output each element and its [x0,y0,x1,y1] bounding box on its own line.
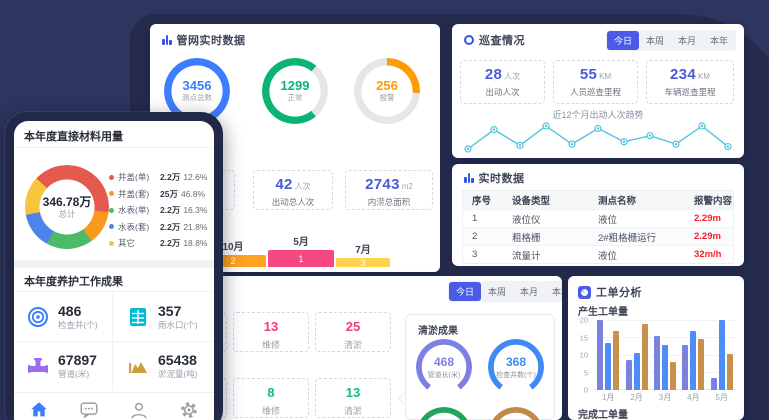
material-usage-donut: 346.78万 总计 [25,165,109,249]
kpi-value: 1299 [280,78,310,94]
tab-today[interactable]: 今日 [606,31,639,50]
phone-mockup: 本年度直接材料用量 346.78万 总计 井盖(单) 2.2万 12.6% [5,112,223,420]
tab-today[interactable]: 今日 [449,282,482,301]
patrol-time-tabs: 今日 本周 本月 本年 [605,30,736,51]
stat-sludge: 65438 淤泥量(吨) [114,342,210,390]
tab-year[interactable]: 本年 [709,36,728,46]
stat-box-person-km: 55 KM 人员巡查里程 [553,60,638,104]
kpi-label: 报警 [379,93,395,103]
legend-dot [109,224,114,229]
material-panel-title: 本年度直接材料用量 [24,131,123,143]
stat-box-repair-2: 8 维修 [233,378,309,418]
gauge-partial [488,407,544,420]
trend-chart-title: 近12个月出动人次趋势 [552,110,644,120]
workorder-icon [578,285,591,299]
stat-rain-inlets: 357 雨水口(个) [114,293,210,341]
stat-pipeline: 67897 管道(米) [14,342,110,390]
legend-item: 井盖(单) 2.2万 12.6% [109,171,211,183]
maintenance-panel-title: 本年度养护工作成果 [24,276,123,288]
inspection-well-icon [28,307,48,327]
podium-rank-1: 5月 1 [268,233,334,267]
podium-rank-3: 7月 3 [336,241,390,268]
donut-total-label: 总计 [58,209,76,220]
gauge-partial [416,407,472,420]
stat-inspection-wells: 486 检查井(个) [14,293,110,341]
realtime-data-panel: 实时数据 序号 设备类型 测点名称 报警内容 1 液位仪 液位 2.29m 2 … [452,164,744,266]
stat-box-patrol-trips: 28 人次 出动人次 [460,60,545,104]
legend-item: 井盖(套) 25万 46.8% [109,188,211,200]
gauge-pipe-length: 468 管道长(米) [416,339,472,395]
panel-title: 巡查情况 [479,35,525,47]
stat-box-trips: 42 人次 出动总人次 [253,170,333,210]
bar-chart-y-axis: 20 15 10 5 0 [579,315,588,395]
workorder-analysis-panel: 工单分析 产生工单量 20 15 10 5 0 1月 2月 3月 4月 5月 完成工单量 [568,276,744,420]
bar-chart-icon [464,173,474,183]
legend-item: 水表(套) 2.2万 21.8% [109,221,211,233]
rain-inlet-icon [130,308,146,326]
table-row: 1 液位仪 液位 2.29m [463,209,733,227]
donut-total-value: 346.78万 [42,194,92,209]
kpi-donut-total: 3456 测点总数 [164,58,230,124]
material-legend: 井盖(单) 2.2万 12.6% 井盖(套) 25万 46.8% 水表(单) 2… [109,171,211,249]
dredge-results-subpanel: 清淤成果 468 管道长(米) 368 检查井数(个) [405,314,555,420]
stat-box-dredge-1: 25 清淤 [315,312,391,352]
legend-dot [109,207,114,213]
phone-tab-bar [14,392,214,420]
kpi-label: 正常 [287,93,303,103]
stat-box-repair-1: 13 维修 [233,312,309,352]
patrol-icon [464,35,474,45]
legend-dot [109,240,114,246]
stat-box-vehicle-km: 234 KM 车辆巡查里程 [646,60,734,104]
bar-chart-bars [594,320,736,390]
subpanel-title: 清淤成果 [418,326,458,337]
stat-box-flood-area: 2743 m2 内涝总面积 [345,170,433,210]
maintenance-time-tabs: 今日 本周 本月 本年 [448,281,562,302]
section-divider [14,260,214,268]
pipe-network-panel: 管网实时数据 3456 测点总数 1299 正常 256 报警 42 人次 出动总人次 … [150,24,440,272]
legend-item: 水表(单) 2.2万 16.3% [109,204,211,216]
alarm-table: 序号 设备类型 测点名称 报警内容 1 液位仪 液位 2.29m 2 粗格栅 2… [462,190,734,264]
panel-title: 工单分析 [596,287,642,299]
sludge-icon [129,362,147,373]
stat-box-dredge-2: 13 清淤 [315,378,391,418]
tab-week[interactable]: 本周 [645,36,664,46]
legend-dot [109,191,114,196]
generated-orders-title: 产生工单量 [578,307,628,318]
tab-week[interactable]: 本周 [488,287,507,297]
kpi-label: 测点总数 [182,93,212,103]
tab-month[interactable]: 本月 [677,36,696,46]
tab-year[interactable]: 本年 [552,287,562,297]
patrol-trend-chart [464,122,732,153]
settings-icon[interactable] [178,399,200,420]
tab-month[interactable]: 本月 [520,287,539,297]
kpi-donut-alarm: 256 报警 [354,58,420,124]
bar-chart-icon [162,35,172,45]
panel-title: 实时数据 [478,173,525,185]
gauge-well-count: 368 检查井数(个) [488,339,544,395]
completed-orders-title: 完成工单量 [578,410,628,420]
patrol-panel: 巡查情况 今日 本周 本月 本年 28 人次 出动人次 55 KM 人员巡查里程 2… [452,24,744,158]
legend-item: 其它 2.2万 18.8% [109,237,211,249]
legend-dot [109,174,114,180]
pipeline-icon [28,358,48,373]
kpi-donut-normal: 1299 正常 [262,58,328,124]
bar-chart-x-axis: 1月 2月 3月 4月 5月 [601,393,728,402]
kpi-value: 256 [376,78,398,94]
table-row: 2 粗格栅 2#粗格栅运行 2.29m [463,227,733,245]
phone-screen: 本年度直接材料用量 346.78万 总计 井盖(单) 2.2万 12.6% [14,121,214,420]
profile-icon[interactable] [128,399,150,420]
table-row: 3 流量计 液位 32m/h [463,245,733,263]
home-icon[interactable] [28,399,50,420]
kpi-value: 3456 [182,78,212,94]
messages-icon[interactable] [78,399,100,420]
panel-title: 管网实时数据 [176,35,246,47]
table-header-row: 序号 设备类型 测点名称 报警内容 [463,191,733,209]
